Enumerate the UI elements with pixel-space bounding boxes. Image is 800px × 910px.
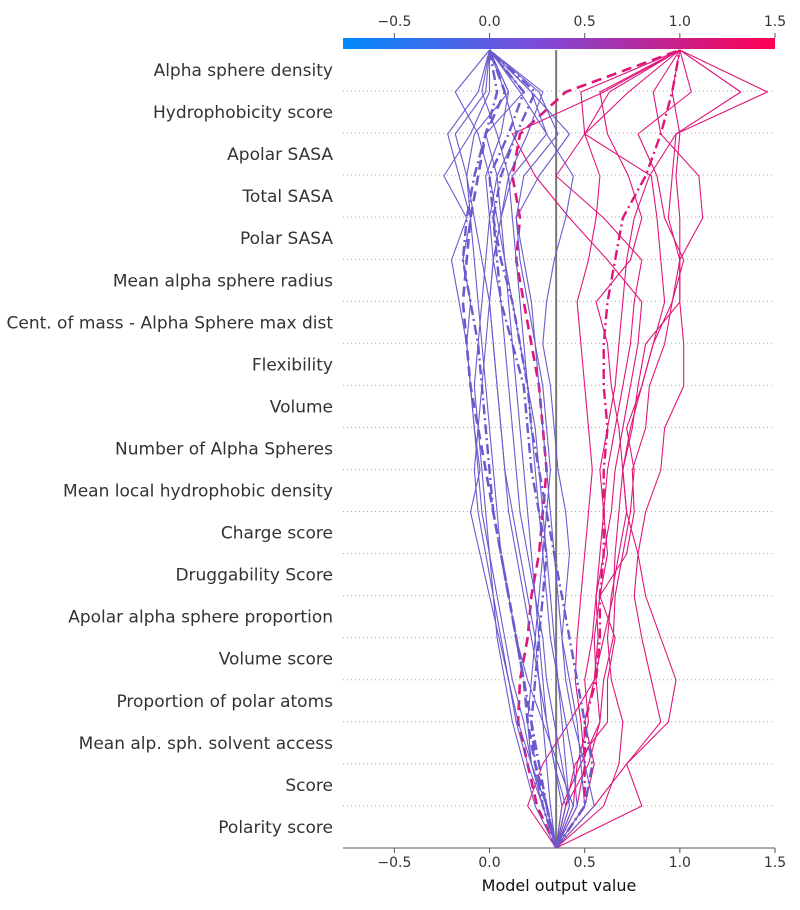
feature-label: Apolar alpha sphere proportion bbox=[68, 608, 333, 628]
decision-line bbox=[461, 49, 558, 849]
decision-line bbox=[447, 49, 557, 849]
feature-label: Total SASA bbox=[241, 187, 333, 207]
feature-label: Polar SASA bbox=[240, 229, 333, 249]
decision-line bbox=[489, 49, 595, 849]
decision-line bbox=[555, 49, 681, 849]
bottom-axis: −0.5 0.0 0.5 1.0 1.5 bbox=[343, 847, 786, 871]
decision-line bbox=[555, 49, 768, 849]
decision-lines bbox=[443, 48, 768, 849]
grid-lines bbox=[343, 90, 775, 807]
decision-line bbox=[555, 49, 685, 849]
feature-label: Hydrophobicity score bbox=[153, 103, 333, 123]
feature-label: Alpha sphere density bbox=[154, 61, 333, 81]
feature-label: Number of Alpha Spheres bbox=[115, 439, 333, 459]
feature-label: Polarity score bbox=[218, 818, 333, 838]
bottom-tick-label: 0.0 bbox=[478, 855, 500, 871]
feature-label: Volume bbox=[270, 397, 333, 417]
decision-line bbox=[489, 49, 578, 849]
decision-line bbox=[461, 49, 558, 849]
bottom-tick-label: −0.5 bbox=[377, 855, 411, 871]
decision-line bbox=[489, 49, 586, 849]
top-tick-label: 1.5 bbox=[764, 14, 786, 30]
feature-label: Mean alp. sph. solvent access bbox=[79, 734, 333, 754]
feature-labels: Alpha sphere density Hydrophobicity score… bbox=[6, 61, 333, 838]
feature-label: Charge score bbox=[221, 524, 333, 544]
decision-line bbox=[466, 49, 574, 849]
top-tick-label: 0.0 bbox=[478, 14, 500, 30]
bottom-tick-label: 1.0 bbox=[669, 855, 691, 871]
decision-line bbox=[555, 49, 681, 849]
decision-line bbox=[488, 49, 571, 849]
feature-label: Proportion of polar atoms bbox=[116, 692, 333, 712]
decision-line bbox=[511, 49, 681, 849]
feature-label: Apolar SASA bbox=[227, 145, 333, 165]
decision-line bbox=[473, 49, 557, 849]
decision-line bbox=[488, 49, 558, 849]
bottom-tick-label: 0.5 bbox=[574, 855, 596, 871]
bottom-tick-label: 1.5 bbox=[764, 855, 786, 871]
top-tick-label: 0.5 bbox=[574, 14, 596, 30]
feature-label: Score bbox=[285, 776, 333, 796]
decision-line bbox=[555, 49, 742, 849]
decision-line bbox=[555, 49, 681, 849]
decision-line bbox=[555, 49, 692, 849]
feature-label: Mean local hydrophobic density bbox=[63, 482, 333, 502]
decision-line bbox=[488, 49, 557, 849]
feature-label: Druggability Score bbox=[175, 566, 333, 586]
feature-label: Cent. of mass - Alpha Sphere max dist bbox=[6, 313, 333, 333]
decision-line bbox=[473, 49, 557, 849]
decision-line bbox=[485, 49, 567, 849]
top-axis: −0.5 0.0 0.5 1.0 1.5 bbox=[377, 14, 786, 38]
top-tick-label: −0.5 bbox=[377, 14, 411, 30]
decision-line bbox=[488, 49, 594, 849]
decision-line bbox=[555, 49, 681, 849]
feature-label: Mean alpha sphere radius bbox=[113, 271, 333, 291]
feature-label: Volume score bbox=[219, 650, 333, 670]
colorbar bbox=[343, 38, 775, 49]
x-axis-title: Model output value bbox=[482, 876, 637, 895]
feature-label: Flexibility bbox=[252, 355, 333, 375]
top-tick-label: 1.0 bbox=[669, 14, 691, 30]
decision-line bbox=[555, 49, 681, 849]
